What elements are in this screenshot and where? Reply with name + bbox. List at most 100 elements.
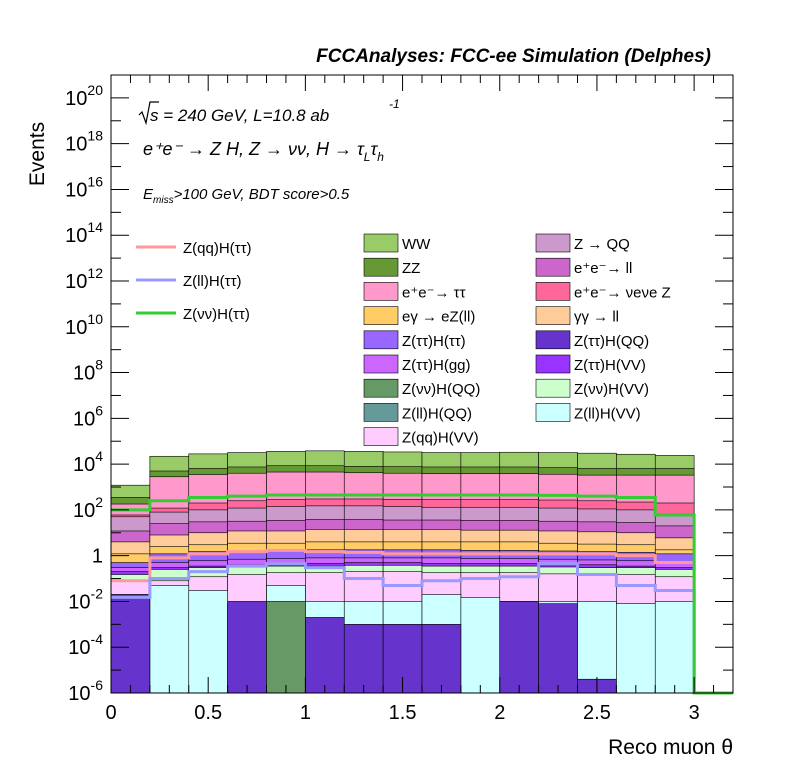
x-axis-label: Reco muon θ: [608, 736, 733, 759]
bar-13-1: [149, 585, 190, 694]
signal-lines: [111, 493, 733, 695]
y-tick-label: 102: [73, 494, 103, 522]
bar-13-9: [460, 597, 501, 694]
bar-14-8: [421, 624, 462, 694]
legend-fill-swatch: [363, 354, 399, 374]
energy-lumi-exponent: -1: [389, 97, 400, 111]
bar-14-0: [110, 594, 151, 694]
y-tick-label: 1010: [65, 311, 103, 339]
legend-fill-label: Z(qq)H(VV): [402, 430, 479, 447]
legend-fill-swatch: [535, 282, 571, 301]
x-tick-label: 0.5: [194, 702, 222, 724]
signal-line-0: [111, 548, 733, 695]
bar-13-14: [654, 601, 695, 694]
signal-line-2: [111, 493, 733, 695]
y-tick-label: 1016: [65, 173, 103, 201]
stack-15: [266, 601, 306, 694]
legend-fill-swatch: [535, 257, 571, 277]
y-tick-label: 10-4: [68, 631, 103, 659]
legend-line-label: Z(νν)H(ττ): [183, 306, 250, 323]
y-tick-label: 104: [73, 448, 103, 476]
svg-text:e⁺e⁻ → Z H, Z → νν, H → τLτh: e⁺e⁻ → Z H, Z → νν, H → τLτh: [143, 139, 384, 164]
x-tick-label: 1.5: [389, 702, 417, 724]
legend-fill-label: Z → QQ: [574, 236, 630, 253]
bar-14-11: [538, 603, 578, 694]
legend-fill-swatch: [363, 378, 399, 398]
stack-14: [110, 594, 617, 694]
bar-14-10: [499, 601, 539, 694]
legend: Z(qq)H(ττ) Z(ll)H(ττ) Z(νν)H(ττ) WW ZZ e⁺e⁻→ …: [136, 233, 671, 447]
legend-line-label: Z(ll)H(ττ): [183, 273, 242, 290]
signal-line-1: [111, 562, 733, 695]
bar-15-4: [266, 601, 306, 694]
svg-text:Emiss>100 GeV, BDT score>0.5: Emiss>100 GeV, BDT score>0.5: [143, 186, 350, 206]
y-tick-label: 10-2: [68, 585, 103, 613]
process-annotation: e⁺e⁻ → Z H, Z → νν, H → τLτh: [143, 139, 384, 164]
legend-fill-label: Z(ττ)H(ττ): [402, 333, 466, 350]
process-text: e⁺e⁻ → Z H, Z → νν, H → τ: [143, 139, 365, 159]
legend-fill-label: e⁺e⁻→ ττ: [402, 284, 466, 301]
energy-annotation: s = 240 GeV, L=10.8 ab -1: [138, 97, 400, 126]
legend-fill-swatch: [363, 306, 399, 325]
cut-text: >100 GeV, BDT score>0.5: [174, 186, 350, 203]
legend-fill-swatch: [535, 378, 571, 398]
legend-fill-label: Z(ττ)H(VV): [574, 357, 646, 374]
svg-text:s = 240 GeV, L=10.8 ab: s = 240 GeV, L=10.8 ab: [150, 106, 329, 125]
legend-fill-swatch: [535, 354, 571, 374]
bar-13-13: [616, 603, 656, 694]
stacked-histograms: [110, 450, 695, 694]
legend-fill-swatch: [363, 330, 399, 350]
y-tick-label: 1018: [65, 128, 103, 156]
legend-fill-label: Z(ll)H(VV): [574, 405, 641, 422]
legend-fill-label: γγ → ll: [574, 309, 619, 326]
bar-14-6: [343, 624, 384, 694]
legend-line-label: Z(qq)H(ττ): [183, 240, 252, 257]
process-tau2: τ: [370, 139, 378, 159]
y-tick-label: 1: [92, 546, 103, 568]
legend-fill-label: e⁺e⁻→ νeνe Z: [574, 284, 671, 301]
y-tick-label: 108: [73, 357, 103, 385]
legend-fill-label: eγ → eZ(ll): [402, 309, 475, 326]
legend-fill-swatch: [535, 233, 571, 253]
legend-fill-label: Z(ll)H(QQ): [402, 405, 472, 422]
legend-fill-label: WW: [402, 236, 431, 253]
legend-fill-label: Z(ττ)H(QQ): [574, 333, 649, 350]
cut-e: E: [143, 186, 154, 203]
legend-fill-swatch: [363, 282, 399, 301]
y-tick-label: 106: [73, 402, 103, 430]
process-tau2-sub: h: [377, 150, 384, 164]
sqrt-symbol: [138, 101, 159, 126]
y-tick-label: 10-6: [68, 677, 103, 705]
bar-14-5: [305, 617, 345, 694]
x-tick-label: 3: [689, 702, 700, 724]
x-tick-label: 2: [494, 702, 505, 724]
legend-fill-swatch: [363, 257, 399, 277]
legend-fill-label: e⁺e⁻→ ll: [574, 260, 632, 277]
legend-fill-swatch: [535, 330, 571, 350]
axis-ticks: 0 0.5 1 1.5 2 2.5 3 10-6 10-4 10-2 1 102 104 106 108 10…: [65, 74, 734, 724]
y-axis-label: Events: [26, 122, 49, 186]
chart-title: FCCAnalyses: FCC-ee Simulation (Delphes): [316, 46, 711, 67]
legend-fill-swatch: [535, 306, 571, 325]
legend-fill-swatch: [363, 233, 399, 253]
legend-fill-label: Z(νν)H(VV): [574, 381, 649, 398]
cut-annotation: Emiss>100 GeV, BDT score>0.5: [143, 186, 350, 206]
legend-fill-swatch: [535, 403, 571, 422]
legend-fill-label: Z(νν)H(QQ): [402, 381, 480, 398]
energy-text: = 240 GeV, L=10.8 ab: [159, 106, 330, 125]
bar-14-3: [227, 601, 267, 694]
legend-fill-swatch: [363, 403, 399, 422]
energy-s: s: [150, 106, 159, 125]
legend-fill-swatch: [363, 427, 399, 446]
x-tick-label: 1: [300, 702, 311, 724]
y-tick-label: 1020: [65, 82, 103, 110]
legend-fill-label: ZZ: [402, 260, 420, 277]
y-tick-label: 1012: [65, 265, 103, 293]
x-tick-label: 2.5: [583, 702, 611, 724]
legend-fill-label: Z(ττ)H(gg): [402, 357, 471, 374]
process-tau1-sub: L: [364, 150, 371, 164]
y-tick-label: 1014: [65, 219, 103, 247]
cut-sub: miss: [153, 195, 174, 206]
x-tick-label: 0: [105, 702, 116, 724]
